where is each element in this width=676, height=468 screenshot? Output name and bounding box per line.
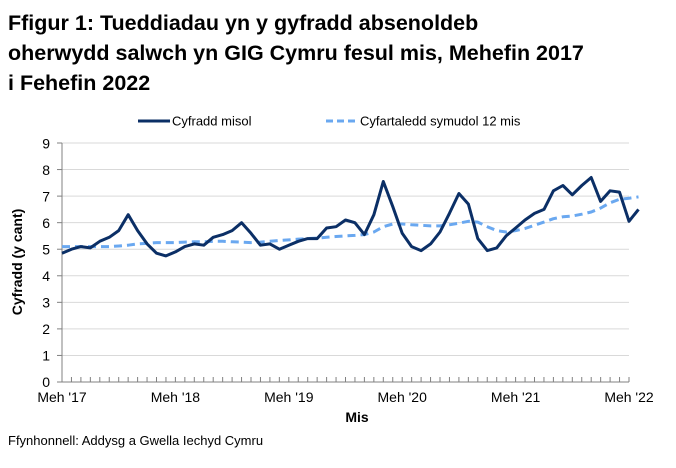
x-tick-label: Meh '18	[151, 389, 201, 405]
axes	[57, 142, 630, 383]
y-tick-label: 9	[42, 136, 50, 152]
series-moving-average-line	[62, 195, 639, 249]
series-monthly-rate-line	[61, 176, 640, 258]
chart-legend: Cyfradd misol Cyfartaledd symudol 12 mis	[138, 114, 521, 129]
x-tick-label: Meh '22	[604, 389, 654, 405]
x-tick-label: Meh '19	[264, 389, 314, 405]
y-axis-ticks	[57, 142, 62, 383]
x-axis-title: Mis	[345, 409, 369, 425]
x-tick-label: Meh '21	[491, 389, 541, 405]
legend-average-label: Cyfartaledd symudol 12 mis	[360, 114, 521, 129]
y-tick-label: 3	[42, 295, 50, 311]
y-tick-label: 1	[42, 348, 50, 364]
x-axis-labels: Meh '17 Meh '18 Meh '19 Meh '20 Meh '21 …	[37, 389, 654, 405]
chart-title-line-2: oherwydd salwch yn GIG Cymru fesul mis, …	[8, 41, 584, 65]
y-tick-label: 4	[42, 268, 50, 284]
y-tick-label: 6	[42, 215, 50, 231]
source-note: Ffynhonnell: Addysg a Gwella Iechyd Cymr…	[8, 433, 264, 448]
chart-title: Ffigur 1: Tueddiadau yn y gyfradd abseno…	[8, 8, 668, 98]
y-axis-labels: 0 1 2 3 4 5 6 7 8 9	[42, 136, 50, 391]
gridlines	[62, 142, 629, 356]
y-tick-label: 0	[42, 374, 50, 390]
x-axis-ticks	[61, 377, 630, 382]
x-tick-label: Meh '17	[37, 389, 87, 405]
y-axis-title: Cyfradd (y cant)	[9, 209, 25, 316]
y-tick-label: 7	[42, 189, 50, 205]
x-tick-label: Meh '20	[378, 389, 428, 405]
y-tick-label: 5	[42, 242, 50, 258]
y-tick-label: 8	[42, 162, 50, 178]
legend-monthly-label: Cyfradd misol	[172, 114, 252, 129]
chart-title-line-1: Ffigur 1: Tueddiadau yn y gyfradd abseno…	[8, 11, 479, 35]
chart-title-line-3: i Fehefin 2022	[8, 71, 151, 95]
y-tick-label: 2	[42, 321, 50, 337]
